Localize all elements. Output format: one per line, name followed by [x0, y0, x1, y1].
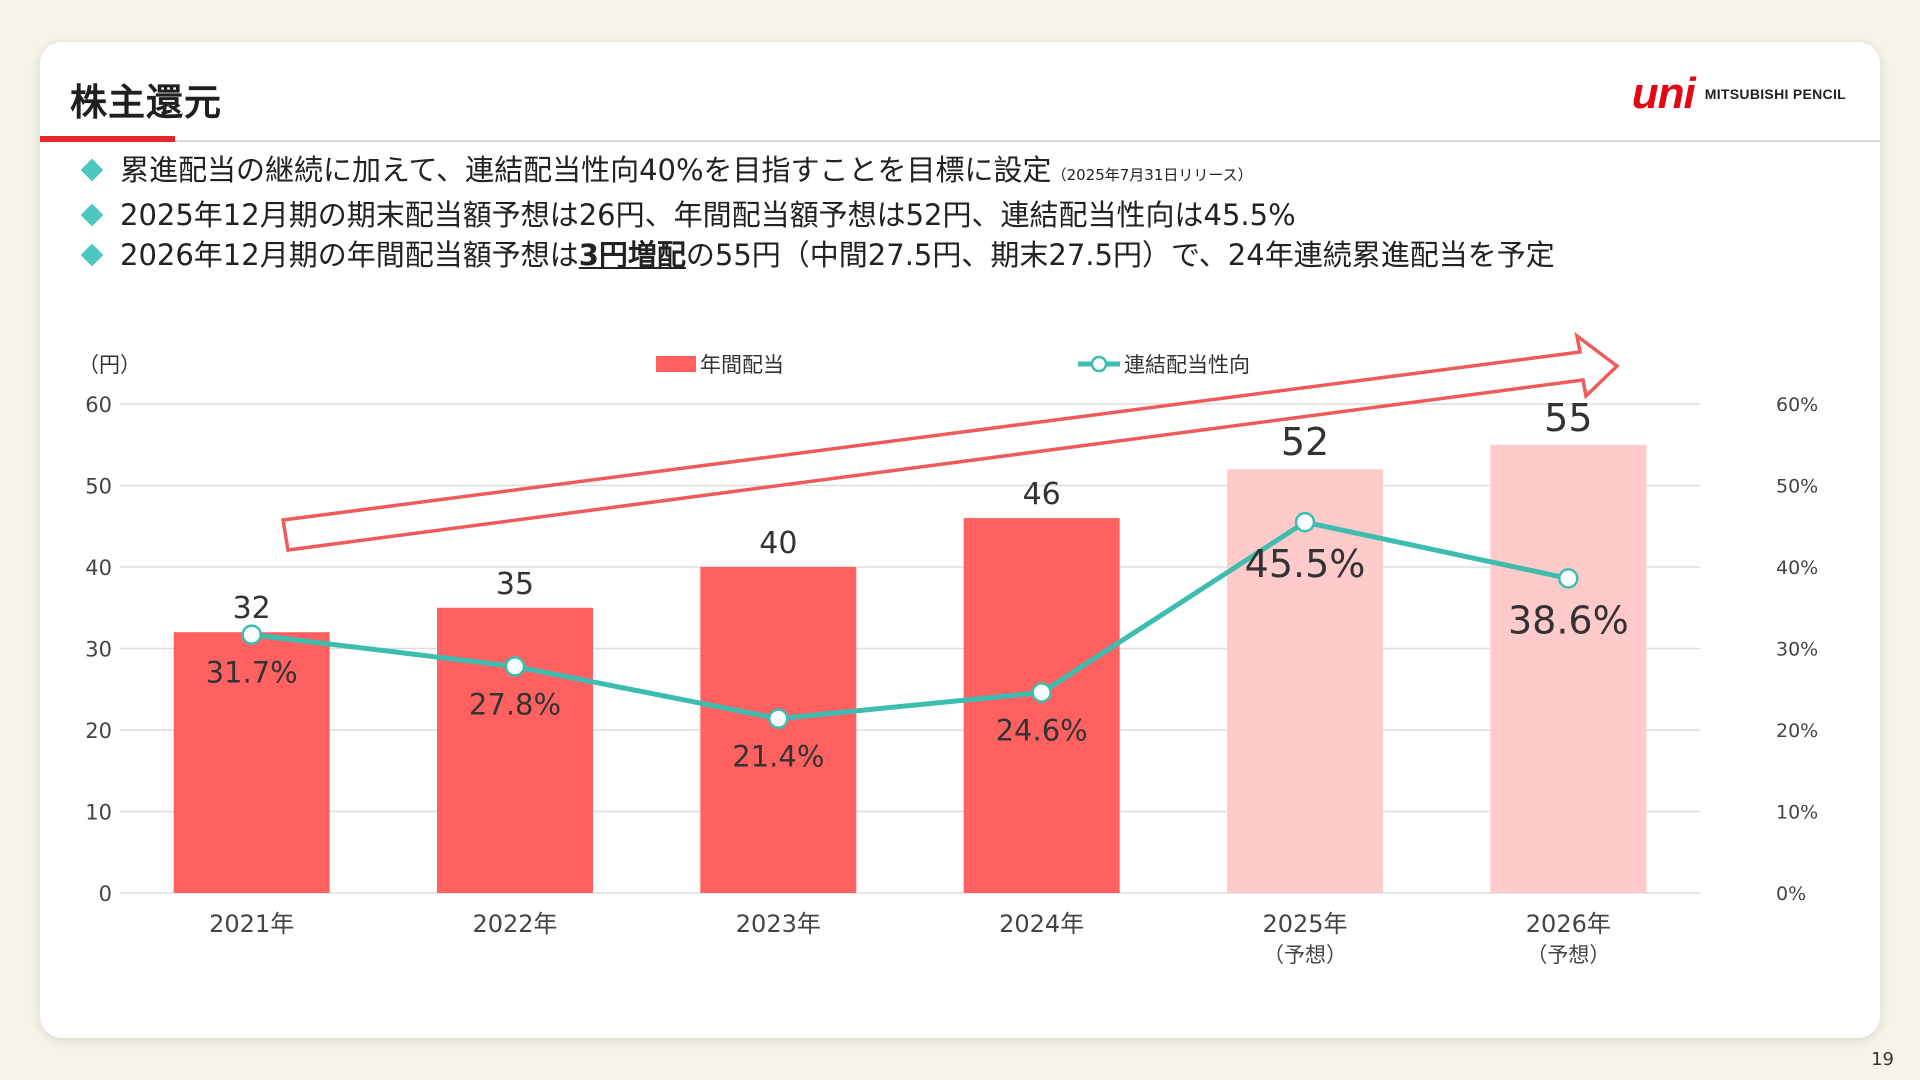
- bar-value-label: 32: [233, 591, 271, 626]
- x-axis-label: 2023年: [736, 910, 821, 938]
- logo-text: MITSUBISHI PENCIL: [1704, 86, 1846, 102]
- y-left-tick-label: 20: [85, 719, 112, 743]
- bullet-text: （2025年7月31日リリース）: [1051, 166, 1253, 184]
- payout-ratio-point: [1294, 511, 1316, 533]
- dividend-bar: [1227, 469, 1383, 893]
- bar-value-label: 46: [1023, 477, 1061, 512]
- y-right-tick-label: 60%: [1776, 394, 1818, 416]
- x-axis-label: 2021年: [209, 910, 294, 938]
- title-divider: [40, 140, 1880, 142]
- y-right-tick-label: 40%: [1776, 557, 1818, 579]
- bullet-item: 2026年12月期の年間配当額予想は3円増配の55円（中間27.5円、期末27.…: [76, 235, 1555, 275]
- bullet-text: の55円（中間27.5円、期末27.5円）で、24年連続累進配当を予定: [685, 238, 1555, 272]
- payout-ratio-label: 27.8%: [469, 687, 561, 721]
- page-title: 株主還元: [70, 81, 222, 124]
- bullet-text: 2026年12月期の年間配当額予想は: [120, 238, 579, 272]
- payout-ratio-label: 38.6%: [1508, 598, 1629, 642]
- x-axis-label: （予想）: [1526, 943, 1610, 967]
- bar-value-label: 55: [1544, 396, 1592, 440]
- y-left-tick-label: 50: [85, 475, 112, 499]
- bullet-item: 累進配当の継続に加えて、連結配当性向40%を目指すことを目標に設定（2025年7…: [76, 150, 1555, 195]
- dividend-bar: [700, 567, 857, 893]
- payout-ratio-point: [241, 624, 262, 645]
- y-left-tick-label: 60: [85, 393, 112, 417]
- payout-ratio-point: [1558, 568, 1579, 589]
- bullet-item: 2025年12月期の期末配当額予想は26円、年間配当額予想は52円、連結配当性向…: [76, 195, 1555, 235]
- bullet-text: 2025年12月期の期末配当額予想は26円、年間配当額予想は52円、連結配当性向…: [120, 198, 1296, 232]
- payout-ratio-point: [768, 708, 789, 729]
- y-right-tick-label: 0%: [1776, 883, 1806, 905]
- dividend-bar: [963, 518, 1120, 893]
- payout-ratio-label: 31.7%: [206, 656, 298, 690]
- bullet-text: 累進配当の継続に加えて、連結配当性向40%を目指すことを目標に設定: [120, 153, 1052, 187]
- legend-line-marker: [1090, 355, 1108, 373]
- y-right-tick-label: 50%: [1776, 476, 1818, 498]
- bullet-emphasis: 3円増配: [578, 238, 686, 272]
- payout-ratio-point: [1031, 682, 1052, 703]
- x-axis-label: 2025年: [1262, 910, 1347, 938]
- company-logo: uni MITSUBISHI PENCIL: [1632, 72, 1846, 116]
- page-number: 19: [1871, 1049, 1894, 1070]
- y-left-tick-label: 40: [85, 556, 112, 580]
- y-left-tick-label: 0: [99, 882, 112, 906]
- y-right-tick-label: 30%: [1776, 639, 1818, 661]
- bullet-list: 累進配当の継続に加えて、連結配当性向40%を目指すことを目標に設定（2025年7…: [76, 150, 1555, 275]
- logo-mark: uni: [1631, 69, 1696, 118]
- y-axis-unit-label: （円）: [78, 353, 141, 377]
- y-left-tick-label: 30: [85, 638, 112, 662]
- payout-ratio-line: [251, 519, 1569, 722]
- x-axis-label: 2024年: [999, 910, 1084, 938]
- y-left-tick-label: 10: [85, 801, 112, 825]
- dividend-bar: [173, 632, 330, 893]
- payout-ratio-label: 21.4%: [732, 740, 824, 774]
- y-right-tick-label: 20%: [1776, 720, 1818, 742]
- dividend-bar: [437, 607, 593, 893]
- legend-bar-swatch: [656, 356, 696, 372]
- legend-label: 連結配当性向: [1124, 353, 1250, 377]
- bar-value-label: 40: [759, 526, 797, 561]
- payout-ratio-label: 24.6%: [996, 714, 1088, 748]
- x-axis-label: 2026年: [1526, 910, 1611, 938]
- y-right-tick-label: 10%: [1776, 802, 1818, 824]
- payout-ratio-label: 45.5%: [1245, 542, 1366, 586]
- trend-arrow-icon: [280, 331, 1620, 552]
- legend-label: 年間配当: [700, 353, 784, 377]
- title-accent-bar: [40, 136, 175, 142]
- bar-value-label: 52: [1281, 420, 1329, 464]
- x-axis-label: （予想）: [1263, 943, 1347, 967]
- dividend-bar: [1490, 444, 1647, 893]
- payout-ratio-point: [504, 656, 526, 677]
- bar-value-label: 35: [496, 567, 534, 602]
- x-axis-label: 2022年: [472, 910, 557, 938]
